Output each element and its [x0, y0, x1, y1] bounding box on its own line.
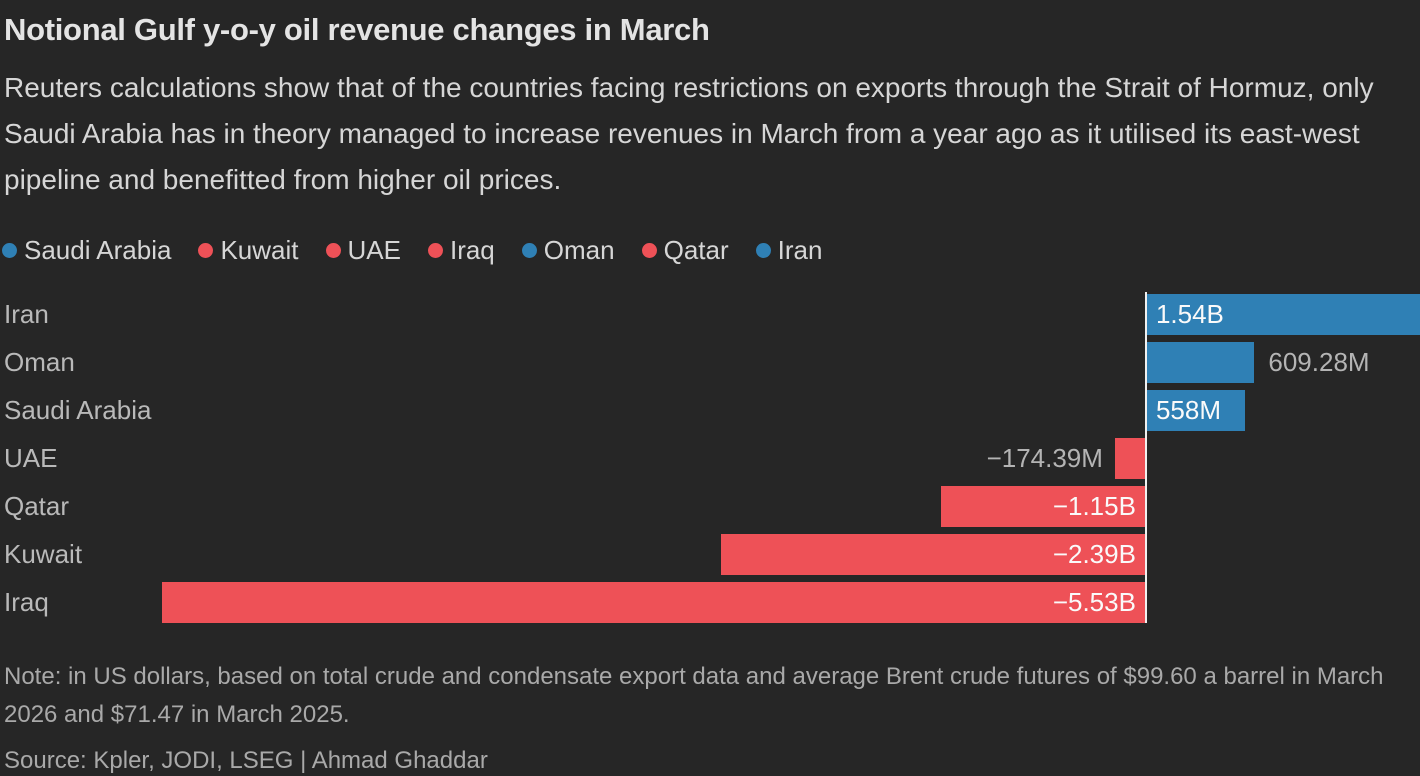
bar-kuwait: −2.39B	[720, 534, 1146, 575]
legend-item-qatar: Qatar	[641, 235, 729, 266]
value-label: −5.53B	[1052, 587, 1136, 617]
bar-iraq: −5.53B	[161, 582, 1146, 623]
category-label: UAE	[4, 443, 58, 473]
legend-dot-icon	[198, 243, 214, 258]
legend-dot-icon	[325, 243, 341, 258]
legend-item-label: Qatar	[663, 235, 729, 265]
bar-oman	[1145, 342, 1255, 383]
legend-item-label: Kuwait	[220, 235, 299, 265]
chart-title: Notional Gulf y-o-y oil revenue changes …	[4, 12, 710, 47]
legend-item-label: UAE	[347, 235, 401, 265]
legend-item-label: Iran	[777, 235, 823, 265]
chart-legend: Saudi Arabia Kuwait UAE Iraq Oman Qatar Iran	[2, 235, 1420, 265]
legend-dot-icon	[755, 243, 771, 258]
chart-row-qatar: Qatar −1.15B	[0, 486, 1420, 527]
category-label: Kuwait	[4, 539, 83, 569]
legend-dot-icon	[2, 243, 17, 258]
category-label: Iraq	[4, 587, 49, 617]
chart-row-kuwait: Kuwait −2.39B	[0, 534, 1420, 575]
legend-dot-icon	[427, 243, 443, 258]
chart-row-saudi-arabia: Saudi Arabia 558M	[0, 390, 1420, 431]
legend-item-uae: UAE	[325, 235, 401, 266]
zero-baseline	[1144, 292, 1147, 623]
value-label: −2.39B	[1052, 539, 1136, 569]
legend-item-label: Oman	[543, 235, 615, 265]
bar-uae	[1114, 438, 1146, 479]
bar-chart: Iran 1.54B Oman 609.28M Saudi Arabia 558M UAE −…	[0, 292, 1420, 628]
bar-saudi-arabia: 558M	[1145, 390, 1246, 431]
bar-iran: 1.54B	[1145, 294, 1420, 335]
category-label: Iran	[4, 299, 49, 329]
value-label: −1.15B	[1052, 491, 1136, 521]
chart-row-iran: Iran 1.54B	[0, 294, 1420, 335]
legend-item-label: Saudi Arabia	[24, 235, 172, 265]
value-label: 1.54B	[1155, 299, 1224, 329]
value-label: −174.39M	[986, 443, 1103, 473]
legend-item-iraq: Iraq	[427, 235, 495, 266]
category-label: Qatar	[4, 491, 70, 521]
chart-row-iraq: Iraq −5.53B	[0, 582, 1420, 623]
legend-dot-icon	[641, 243, 657, 258]
value-label: 558M	[1155, 395, 1221, 425]
category-label: Saudi Arabia	[4, 395, 152, 425]
chart-subtitle: Reuters calculations show that of the co…	[4, 72, 1374, 195]
legend-item-saudi-arabia: Saudi Arabia	[2, 235, 171, 266]
legend-item-iran: Iran	[755, 235, 823, 266]
chart-source: Source: Kpler, JODI, LSEG | Ahmad Ghadda…	[4, 747, 488, 774]
chart-row-oman: Oman 609.28M	[0, 342, 1420, 383]
legend-dot-icon	[521, 243, 537, 258]
bar-qatar: −1.15B	[941, 486, 1146, 527]
legend-item-label: Iraq	[449, 235, 495, 265]
legend-item-oman: Oman	[521, 235, 615, 266]
chart-note: Note: in US dollars, based on total crud…	[4, 663, 1384, 728]
value-label: 609.28M	[1268, 347, 1370, 377]
legend-item-kuwait: Kuwait	[198, 235, 299, 266]
chart-row-uae: UAE −174.39M	[0, 438, 1420, 479]
category-label: Oman	[4, 347, 75, 377]
